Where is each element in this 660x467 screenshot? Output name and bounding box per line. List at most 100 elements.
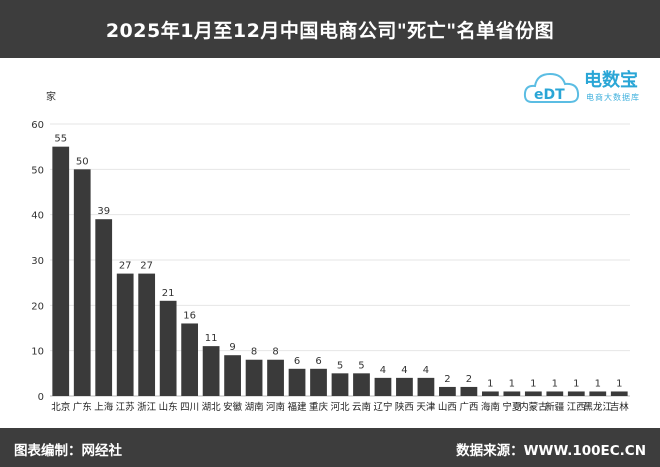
bar [460, 386, 478, 396]
x-tick-label: 海南 [481, 401, 500, 413]
x-tick-label: 重庆 [309, 401, 329, 413]
x-tick-label: 云南 [352, 401, 371, 413]
bar-value-label: 2 [444, 374, 450, 385]
bar [396, 377, 413, 396]
bar-value-label: 4 [401, 365, 407, 376]
bar [267, 359, 284, 396]
bar-value-label: 1 [509, 378, 515, 389]
bar-value-label: 55 [54, 134, 67, 145]
bar-value-label: 1 [573, 378, 579, 389]
bar [116, 273, 134, 396]
x-tick-label: 福建 [288, 401, 308, 413]
y-tick-label: 30 [31, 256, 44, 267]
x-tick-label: 湖北 [202, 402, 222, 413]
bar [181, 323, 199, 396]
bar [417, 377, 435, 396]
footer-compiler: 图表编制：网经社 [14, 443, 122, 459]
bar-value-label: 27 [140, 261, 153, 272]
bars [52, 146, 628, 396]
page-title: 2025年1月至12月中国电商公司"死亡"名单省份图 [105, 19, 555, 42]
x-tick-label: 宁夏 [502, 401, 522, 413]
bar-value-label: 1 [616, 378, 622, 389]
x-axis-labels: 北京 广东 上海 江苏 浙江 山东 四川 湖北 安徽 湖南 河南 福建 重庆 河北 云南 辽宁 陕西 天津 山西 广西… [51, 401, 629, 413]
bar [95, 219, 113, 396]
logo-brand: 电数宝 [584, 70, 638, 91]
bar-value-label: 1 [595, 378, 601, 389]
x-tick-label: 湖南 [245, 401, 264, 413]
bar-value-label: 5 [358, 360, 364, 371]
x-tick-label: 内蒙古 [519, 401, 548, 413]
bar-value-label: 6 [315, 356, 321, 367]
x-tick-label: 安徽 [223, 401, 243, 413]
bar-value-label: 4 [380, 365, 386, 376]
y-tick-label: 60 [31, 120, 44, 131]
bar [202, 346, 220, 396]
bar [374, 377, 392, 396]
bar [138, 273, 156, 396]
bar-value-label: 4 [423, 365, 429, 376]
x-tick-label: 吉林 [610, 401, 630, 413]
footer-bar: 图表编制：网经社 数据来源：WWW.100EC.CN [0, 428, 660, 467]
x-tick-label: 天津 [416, 402, 436, 413]
x-tick-label: 北京 [51, 401, 70, 413]
x-tick-label: 广东 [73, 401, 92, 413]
bar-value-label: 50 [76, 156, 89, 167]
bar [546, 391, 564, 396]
bar [610, 391, 628, 396]
logo-tagline: 电商大数据库 [586, 93, 640, 102]
bar [503, 391, 521, 396]
x-tick-label: 山西 [438, 402, 457, 413]
bar [52, 146, 70, 396]
y-axis: 0 10 20 30 40 50 60 [31, 120, 44, 403]
bar [439, 386, 456, 396]
bar [288, 368, 306, 396]
cloud-icon: eDT [523, 72, 580, 103]
bar [589, 391, 607, 396]
x-tick-label: 浙江 [137, 401, 157, 413]
bar-value-label: 39 [97, 206, 110, 217]
bar [524, 391, 542, 396]
bar [245, 359, 263, 396]
bar-value-label: 16 [183, 310, 196, 321]
bar-value-label: 27 [119, 261, 132, 272]
y-tick-label: 0 [38, 392, 44, 403]
chart-title-bar: 2025年1月至12月中国电商公司"死亡"名单省份图 [0, 0, 660, 58]
x-tick-label: 山东 [159, 401, 178, 413]
x-tick-label: 四川 [180, 402, 199, 413]
y-tick-label: 40 [31, 211, 44, 222]
bar-value-label: 9 [229, 342, 235, 353]
logo: eDT 电数宝 电商大数据库 [522, 62, 654, 112]
x-tick-label: 江苏 [116, 401, 136, 413]
y-axis-unit: 家 [46, 90, 56, 103]
bar-value-label: 11 [205, 333, 218, 344]
bar [159, 300, 177, 396]
logo-mark: eDT [534, 87, 565, 103]
gridlines [50, 123, 630, 397]
x-tick-label: 陕西 [395, 401, 414, 413]
x-tick-label: 黑龙江 [584, 401, 613, 413]
bar-value-label: 8 [251, 347, 257, 358]
bar-value-label: 21 [162, 288, 175, 299]
x-tick-label: 新疆 [545, 401, 565, 413]
y-tick-label: 50 [31, 165, 44, 176]
bar [73, 169, 91, 396]
bar [353, 373, 370, 396]
y-tick-label: 10 [31, 347, 44, 358]
bar [310, 368, 327, 396]
y-tick-label: 20 [31, 301, 44, 312]
footer-source: 数据来源：WWW.100EC.CN [456, 443, 646, 459]
bar-value-label: 2 [466, 374, 472, 385]
bar-value-label: 8 [272, 347, 278, 358]
bar-chart: 0 10 20 30 40 50 60 北京 广东 上海 江苏 浙江 山东 四川 湖北 安徽 湖南 河南 福建 重庆… [31, 90, 630, 413]
bar-value-label: 5 [337, 360, 343, 371]
bar-value-label: 1 [487, 378, 493, 389]
bar-value-label: 6 [294, 356, 300, 367]
x-tick-label: 河南 [266, 401, 285, 413]
bar-value-label: 1 [530, 378, 536, 389]
bar [567, 391, 585, 396]
x-tick-label: 广西 [459, 401, 478, 413]
x-tick-label: 河北 [330, 401, 350, 413]
bar-value-label: 1 [552, 378, 558, 389]
x-tick-label: 辽宁 [373, 401, 392, 413]
